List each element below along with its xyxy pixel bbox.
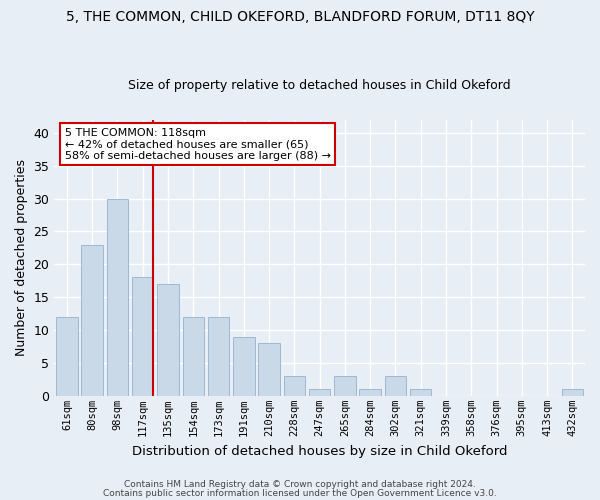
Text: 5, THE COMMON, CHILD OKEFORD, BLANDFORD FORUM, DT11 8QY: 5, THE COMMON, CHILD OKEFORD, BLANDFORD … [65,10,535,24]
Bar [309,390,331,396]
Bar [82,244,103,396]
Bar [56,317,77,396]
X-axis label: Distribution of detached houses by size in Child Okeford: Distribution of detached houses by size … [132,444,508,458]
Title: Size of property relative to detached houses in Child Okeford: Size of property relative to detached ho… [128,79,511,92]
Bar [233,336,254,396]
Text: 5 THE COMMON: 118sqm
← 42% of detached houses are smaller (65)
58% of semi-detac: 5 THE COMMON: 118sqm ← 42% of detached h… [65,128,331,161]
Bar [182,317,204,396]
Bar [410,390,431,396]
Bar [334,376,356,396]
Bar [385,376,406,396]
Bar [562,390,583,396]
Bar [359,390,381,396]
Bar [284,376,305,396]
Bar [208,317,229,396]
Bar [157,284,179,396]
Bar [132,278,154,396]
Text: Contains public sector information licensed under the Open Government Licence v3: Contains public sector information licen… [103,489,497,498]
Text: Contains HM Land Registry data © Crown copyright and database right 2024.: Contains HM Land Registry data © Crown c… [124,480,476,489]
Y-axis label: Number of detached properties: Number of detached properties [15,159,28,356]
Bar [107,198,128,396]
Bar [259,344,280,396]
